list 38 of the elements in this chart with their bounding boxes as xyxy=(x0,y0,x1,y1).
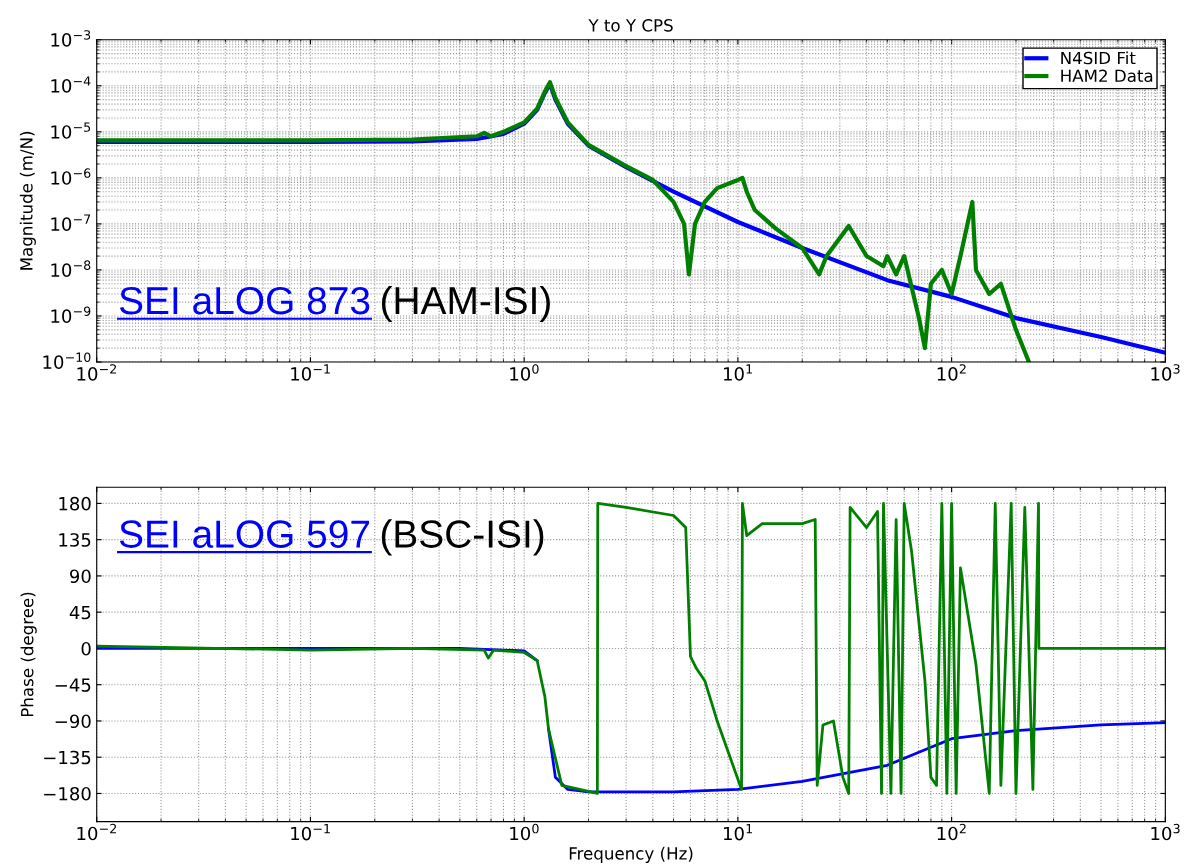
y-tick-label: 10$^{−3}$ xyxy=(51,30,91,47)
y-tick-label: 10$^{−5}$ xyxy=(51,122,91,139)
y-tick-label: 10$^{−7}$ xyxy=(51,214,91,231)
y-tick-label: −135 xyxy=(44,750,91,765)
x-tick-label: 10$^{3}$ xyxy=(1151,823,1180,841)
y-tick-label: −180 xyxy=(44,786,91,801)
y-tick-label: 10$^{−9}$ xyxy=(51,306,91,323)
y-tick-label: −90 xyxy=(55,714,91,729)
y-tick-label: 0 xyxy=(81,641,91,656)
x-tick-label: 10$^{0}$ xyxy=(510,823,539,841)
x-tick-label: 10$^{−2}$ xyxy=(77,823,117,841)
y-axis-title: Magnitude (m/N) xyxy=(19,131,36,270)
chart-title: Y to Y CPS xyxy=(588,19,673,32)
annotation: SEI aLOG 597 xyxy=(119,520,370,548)
x-tick-label: 10$^{0}$ xyxy=(510,364,539,381)
x-tick-label: 10$^{1}$ xyxy=(723,364,753,381)
x-tick-label: 10$^{−2}$ xyxy=(77,364,117,381)
x-tick-label: 10$^{−1}$ xyxy=(291,364,330,381)
x-tick-label: 10$^{3}$ xyxy=(1151,364,1180,381)
x-tick-label: 10$^{1}$ xyxy=(723,823,753,841)
y-tick-label: 10$^{−4}$ xyxy=(51,76,91,93)
x-tick-label: 10$^{−1}$ xyxy=(291,823,330,841)
y-tick-label: 135 xyxy=(59,533,91,547)
y-tick-label: −45 xyxy=(55,678,91,692)
legend-label: N4SID Fit xyxy=(1061,51,1136,65)
x-tick-label: 10$^{2}$ xyxy=(937,823,966,841)
y-tick-label: 180 xyxy=(59,496,91,511)
annotation: (BSC-ISI) xyxy=(381,519,544,556)
annotation: (HAM-ISI) xyxy=(381,285,550,323)
y-tick-label: 10$^{−8}$ xyxy=(51,260,91,277)
annotation: SEI aLOG 873 xyxy=(119,286,370,315)
y-tick-label: 90 xyxy=(70,569,91,584)
y-tick-label: 45 xyxy=(69,605,91,620)
x-axis-title: Frequency (Hz) xyxy=(569,846,693,863)
legend-label: HAM2 Data xyxy=(1061,69,1153,83)
x-tick-label: 10$^{2}$ xyxy=(937,364,966,381)
y-axis-title: Phase (degree) xyxy=(20,592,37,717)
y-tick-label: 10$^{−6}$ xyxy=(51,168,91,185)
